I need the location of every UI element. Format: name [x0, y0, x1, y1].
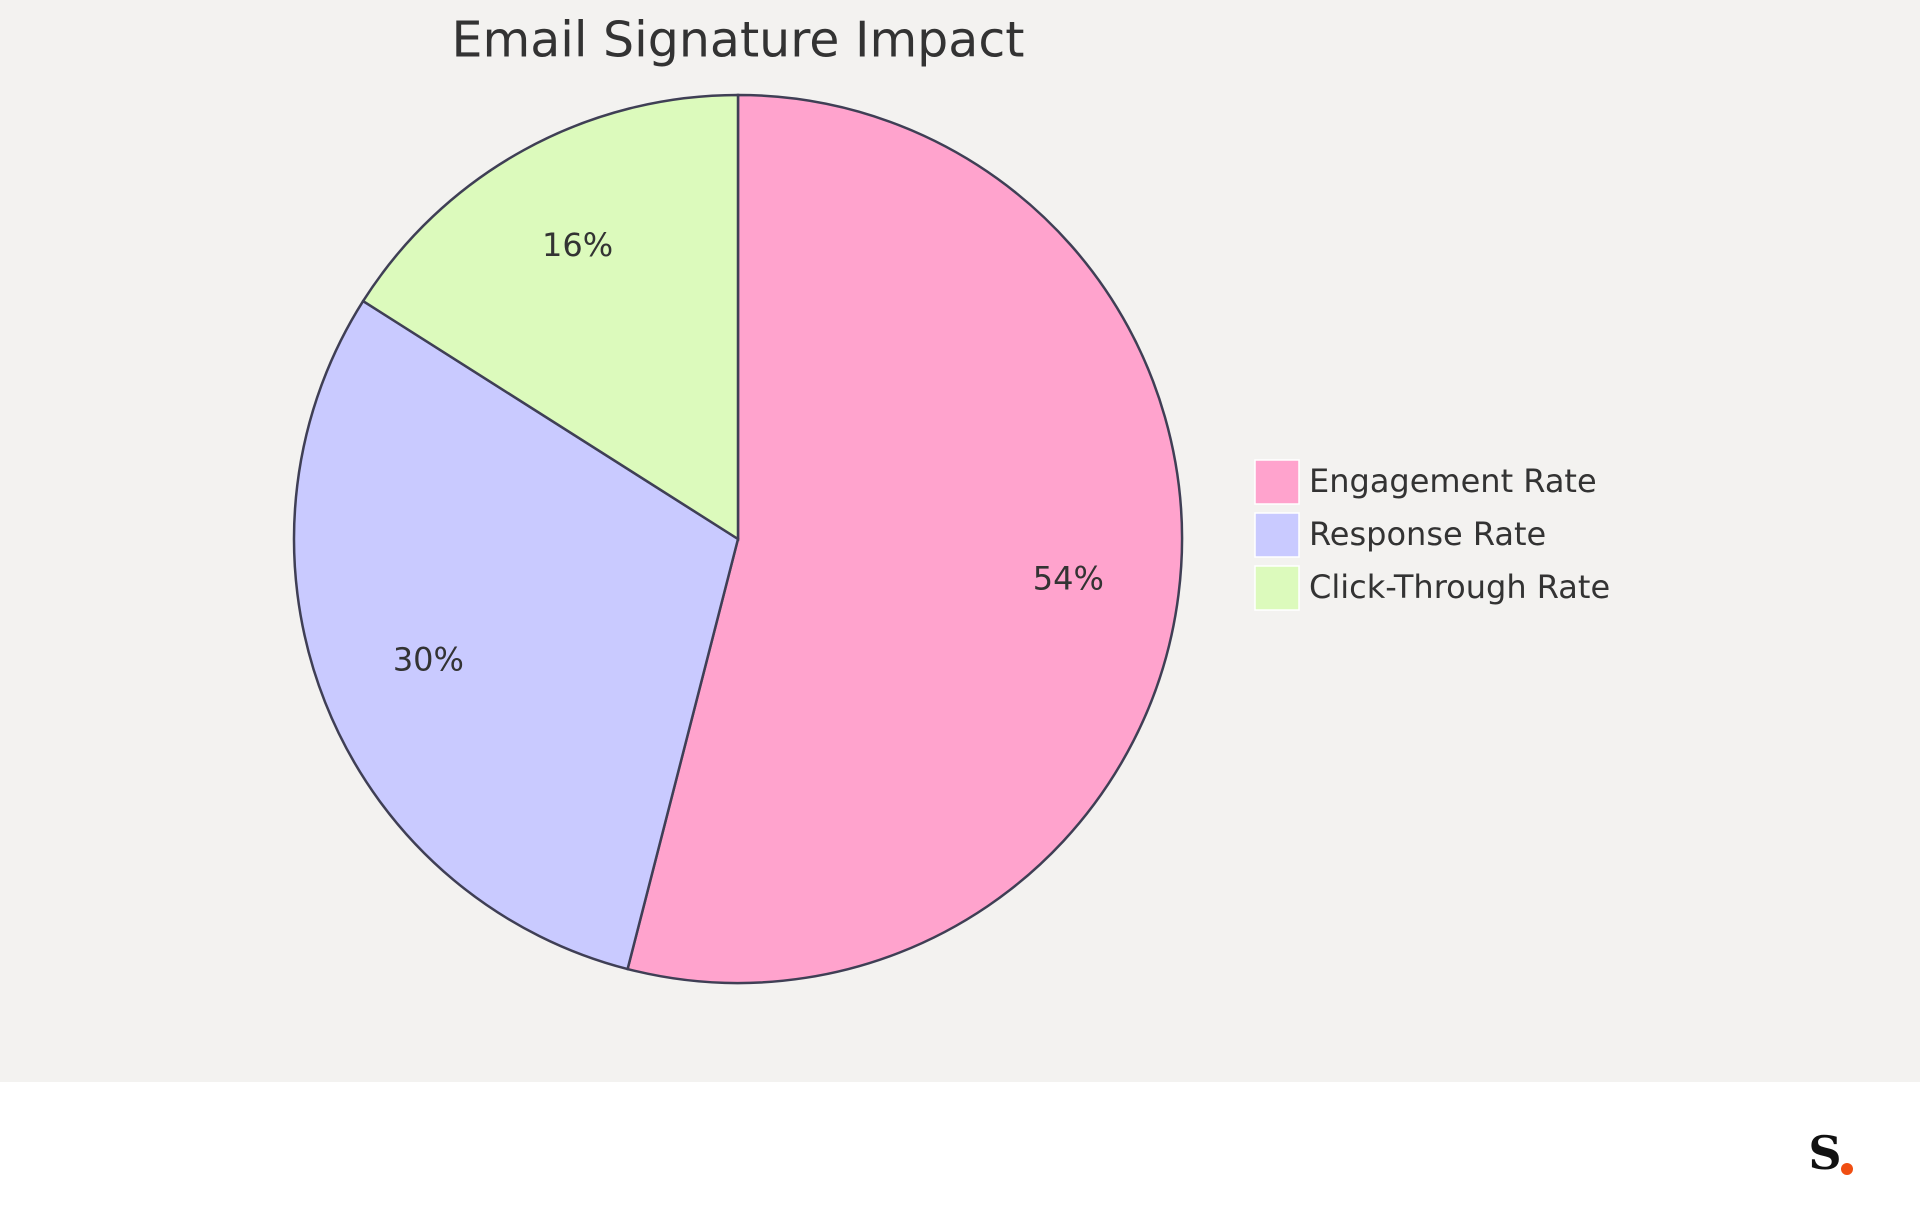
legend-swatch	[1254, 459, 1300, 505]
data-label: 30%	[393, 641, 464, 679]
footer-logo-dot	[1841, 1163, 1853, 1175]
legend-swatch	[1254, 565, 1300, 611]
data-label: 16%	[542, 226, 613, 264]
legend-label: Click-Through Rate	[1309, 568, 1610, 606]
pie-slice	[292, 299, 740, 971]
footer-logo: S	[1808, 1126, 1841, 1180]
legend-swatch	[1254, 512, 1300, 558]
pie-slice	[626, 93, 1184, 985]
pie-slice	[361, 93, 740, 542]
data-label: 54%	[1033, 560, 1104, 598]
legend-label: Response Rate	[1309, 515, 1546, 553]
chart-title: Email Signature Impact	[452, 12, 1025, 69]
legend-label: Engagement Rate	[1309, 462, 1597, 500]
